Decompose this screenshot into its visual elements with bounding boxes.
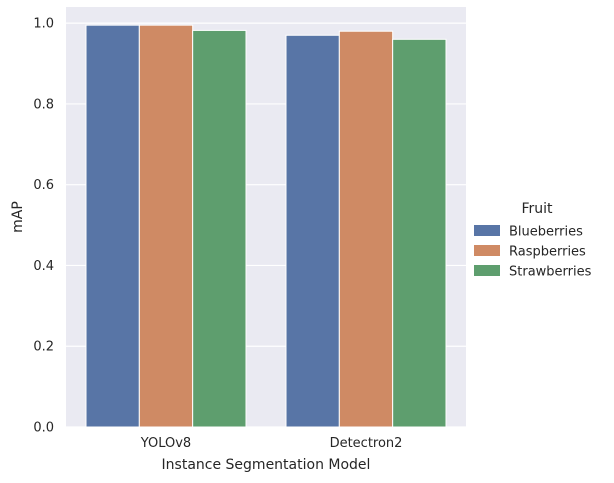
bar-strawberries-yolov8: [192, 29, 247, 428]
y-tick-label: 1.0: [33, 17, 54, 32]
y-tick-label: 0.6: [33, 178, 54, 193]
x-axis-label: Instance Segmentation Model: [162, 457, 371, 473]
x-tick-label: Detectron2: [330, 436, 403, 451]
legend-label-blueberries: Blueberries: [509, 225, 583, 240]
legend-label-raspberries: Raspberries: [509, 245, 586, 260]
legend-swatch-strawberries: [474, 265, 500, 276]
y-tick-label: 0.0: [33, 421, 54, 436]
bars: [85, 24, 447, 428]
legend: Fruit Blueberries Raspberries Strawberries: [474, 201, 592, 280]
y-tick-label: 0.2: [33, 340, 54, 355]
legend-title: Fruit: [521, 201, 553, 217]
y-tick-labels: 0.0 0.2 0.4 0.6 0.8 1.0: [33, 17, 54, 436]
bar-raspberries-detectron2: [338, 30, 394, 428]
legend-swatch-blueberries: [474, 225, 500, 236]
bar-blueberries-detectron2: [285, 34, 340, 428]
legend-swatch-raspberries: [474, 245, 500, 256]
bar-raspberries-yolov8: [138, 24, 194, 428]
bar-blueberries-yolov8: [85, 24, 140, 428]
x-tick-label: YOLOv8: [140, 436, 191, 451]
y-tick-label: 0.8: [33, 97, 54, 112]
y-axis-label: mAP: [10, 201, 26, 233]
x-tick-labels: YOLOv8 Detectron2: [140, 436, 403, 451]
y-tick-label: 0.4: [33, 259, 54, 274]
bar-strawberries-detectron2: [392, 38, 447, 428]
legend-label-strawberries: Strawberries: [509, 265, 592, 280]
